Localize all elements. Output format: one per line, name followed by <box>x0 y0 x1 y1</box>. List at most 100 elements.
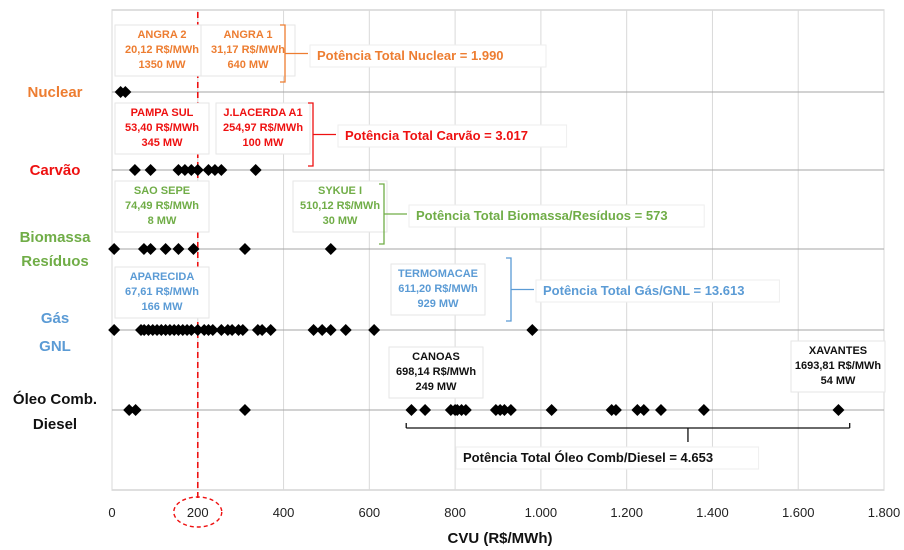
annotation-box <box>114 102 210 155</box>
annotation-text: PAMPA SUL <box>131 107 194 119</box>
x-tick-label: 0 <box>108 505 115 520</box>
data-point <box>191 164 204 176</box>
annotation-text: TERMOMACAE <box>398 268 478 280</box>
category-label: GNL <box>39 338 71 355</box>
annotation-box <box>215 102 311 155</box>
annotation-text: CANOAS <box>412 351 460 363</box>
data-point <box>316 324 329 336</box>
data-point <box>187 243 200 255</box>
annotation-text: 345 MW <box>142 137 184 149</box>
data-point <box>324 324 337 336</box>
annotation-text: 1350 MW <box>138 59 186 71</box>
x-tick-label: 200 <box>187 505 209 520</box>
x-tick-label: 1.600 <box>782 505 815 520</box>
data-point <box>128 164 141 176</box>
data-point <box>159 243 172 255</box>
data-point <box>419 404 432 416</box>
category-label: Resíduos <box>21 253 89 270</box>
total-box <box>309 44 547 68</box>
data-point <box>631 404 644 416</box>
data-point <box>249 164 262 176</box>
annotation-text: ANGRA 2 <box>137 29 186 41</box>
annotation-text: SAO SEPE <box>134 185 190 197</box>
data-point <box>208 164 221 176</box>
x-tick-label: 1.400 <box>696 505 729 520</box>
annotation-text: 100 MW <box>243 137 285 149</box>
annotation-text: 1693,81 R$/MWh <box>795 360 881 372</box>
data-point <box>129 404 142 416</box>
total-label: Potência Total Óleo Comb/Diesel = 4.653 <box>463 450 713 465</box>
total-label: Potência Total Carvão = 3.017 <box>345 128 528 143</box>
total-bracket <box>308 102 336 167</box>
data-point <box>191 324 204 336</box>
annotation-text: 611,20 R$/MWh <box>398 283 478 295</box>
data-point <box>609 404 622 416</box>
annotation-box <box>388 346 484 399</box>
data-point <box>324 243 337 255</box>
data-point <box>238 404 251 416</box>
annotation-text: 74,49 R$/MWh <box>125 200 199 212</box>
data-point <box>697 404 710 416</box>
data-point <box>654 404 667 416</box>
annotation-text: XAVANTES <box>809 345 867 357</box>
data-point <box>504 404 517 416</box>
annotation-text: 166 MW <box>142 301 184 313</box>
data-point <box>307 324 320 336</box>
total-box <box>408 204 705 228</box>
annotation-text: APARECIDA <box>130 271 195 283</box>
total-label: Potência Total Nuclear = 1.990 <box>317 48 504 63</box>
data-point <box>498 404 511 416</box>
data-point <box>256 324 269 336</box>
category-label: Gás <box>41 310 69 327</box>
x-tick-label: 1.200 <box>610 505 643 520</box>
data-point <box>119 86 132 98</box>
total-bracket <box>280 24 308 83</box>
total-bracket <box>506 257 534 322</box>
x-tick-label: 1.800 <box>868 505 901 520</box>
data-point <box>405 404 418 416</box>
annotation-box <box>114 180 210 233</box>
data-point <box>108 243 121 255</box>
data-point <box>459 404 472 416</box>
annotation-box <box>114 266 210 319</box>
data-point <box>137 243 150 255</box>
annotation-text: 20,12 R$/MWh <box>125 44 199 56</box>
annotation-text: 67,61 R$/MWh <box>125 286 199 298</box>
annotation-text: 640 MW <box>228 59 270 71</box>
data-point <box>185 324 198 336</box>
data-point <box>215 324 228 336</box>
x-tick-label: 400 <box>273 505 295 520</box>
annotation-text: SYKUE I <box>318 185 362 197</box>
annotation-text: 929 MW <box>418 298 460 310</box>
data-point <box>368 324 381 336</box>
annotation-text: J.LACERDA A1 <box>223 107 302 119</box>
data-point <box>637 404 650 416</box>
annotation-text: 30 MW <box>323 215 358 227</box>
data-point <box>832 404 845 416</box>
data-point <box>172 164 185 176</box>
annotation-text: ANGRA 1 <box>223 29 272 41</box>
data-point <box>178 164 191 176</box>
annotation-text: 31,17 R$/MWh <box>211 44 285 56</box>
plot-area <box>111 9 885 491</box>
annotation-text: 8 MW <box>148 215 177 227</box>
data-point <box>236 324 249 336</box>
annotation-text: 698,14 R$/MWh <box>396 366 476 378</box>
highlight-ellipse <box>173 496 223 528</box>
x-tick-label: 800 <box>444 505 466 520</box>
data-point <box>526 324 539 336</box>
category-label: Óleo Comb. <box>13 390 97 408</box>
total-box <box>337 124 568 148</box>
annotation-text: 53,40 R$/MWh <box>125 122 199 134</box>
total-bracket <box>379 183 407 245</box>
annotation-text: 510,12 R$/MWh <box>300 200 380 212</box>
data-point <box>215 164 228 176</box>
category-label: Nuclear <box>27 84 82 101</box>
data-point <box>123 404 136 416</box>
total-label: Potência Total Gás/GNL = 13.613 <box>543 283 744 298</box>
total-label: Potência Total Biomassa/Resíduos = 573 <box>416 208 668 223</box>
data-point <box>202 164 215 176</box>
x-tick-label: 1.000 <box>525 505 558 520</box>
data-point <box>144 243 157 255</box>
